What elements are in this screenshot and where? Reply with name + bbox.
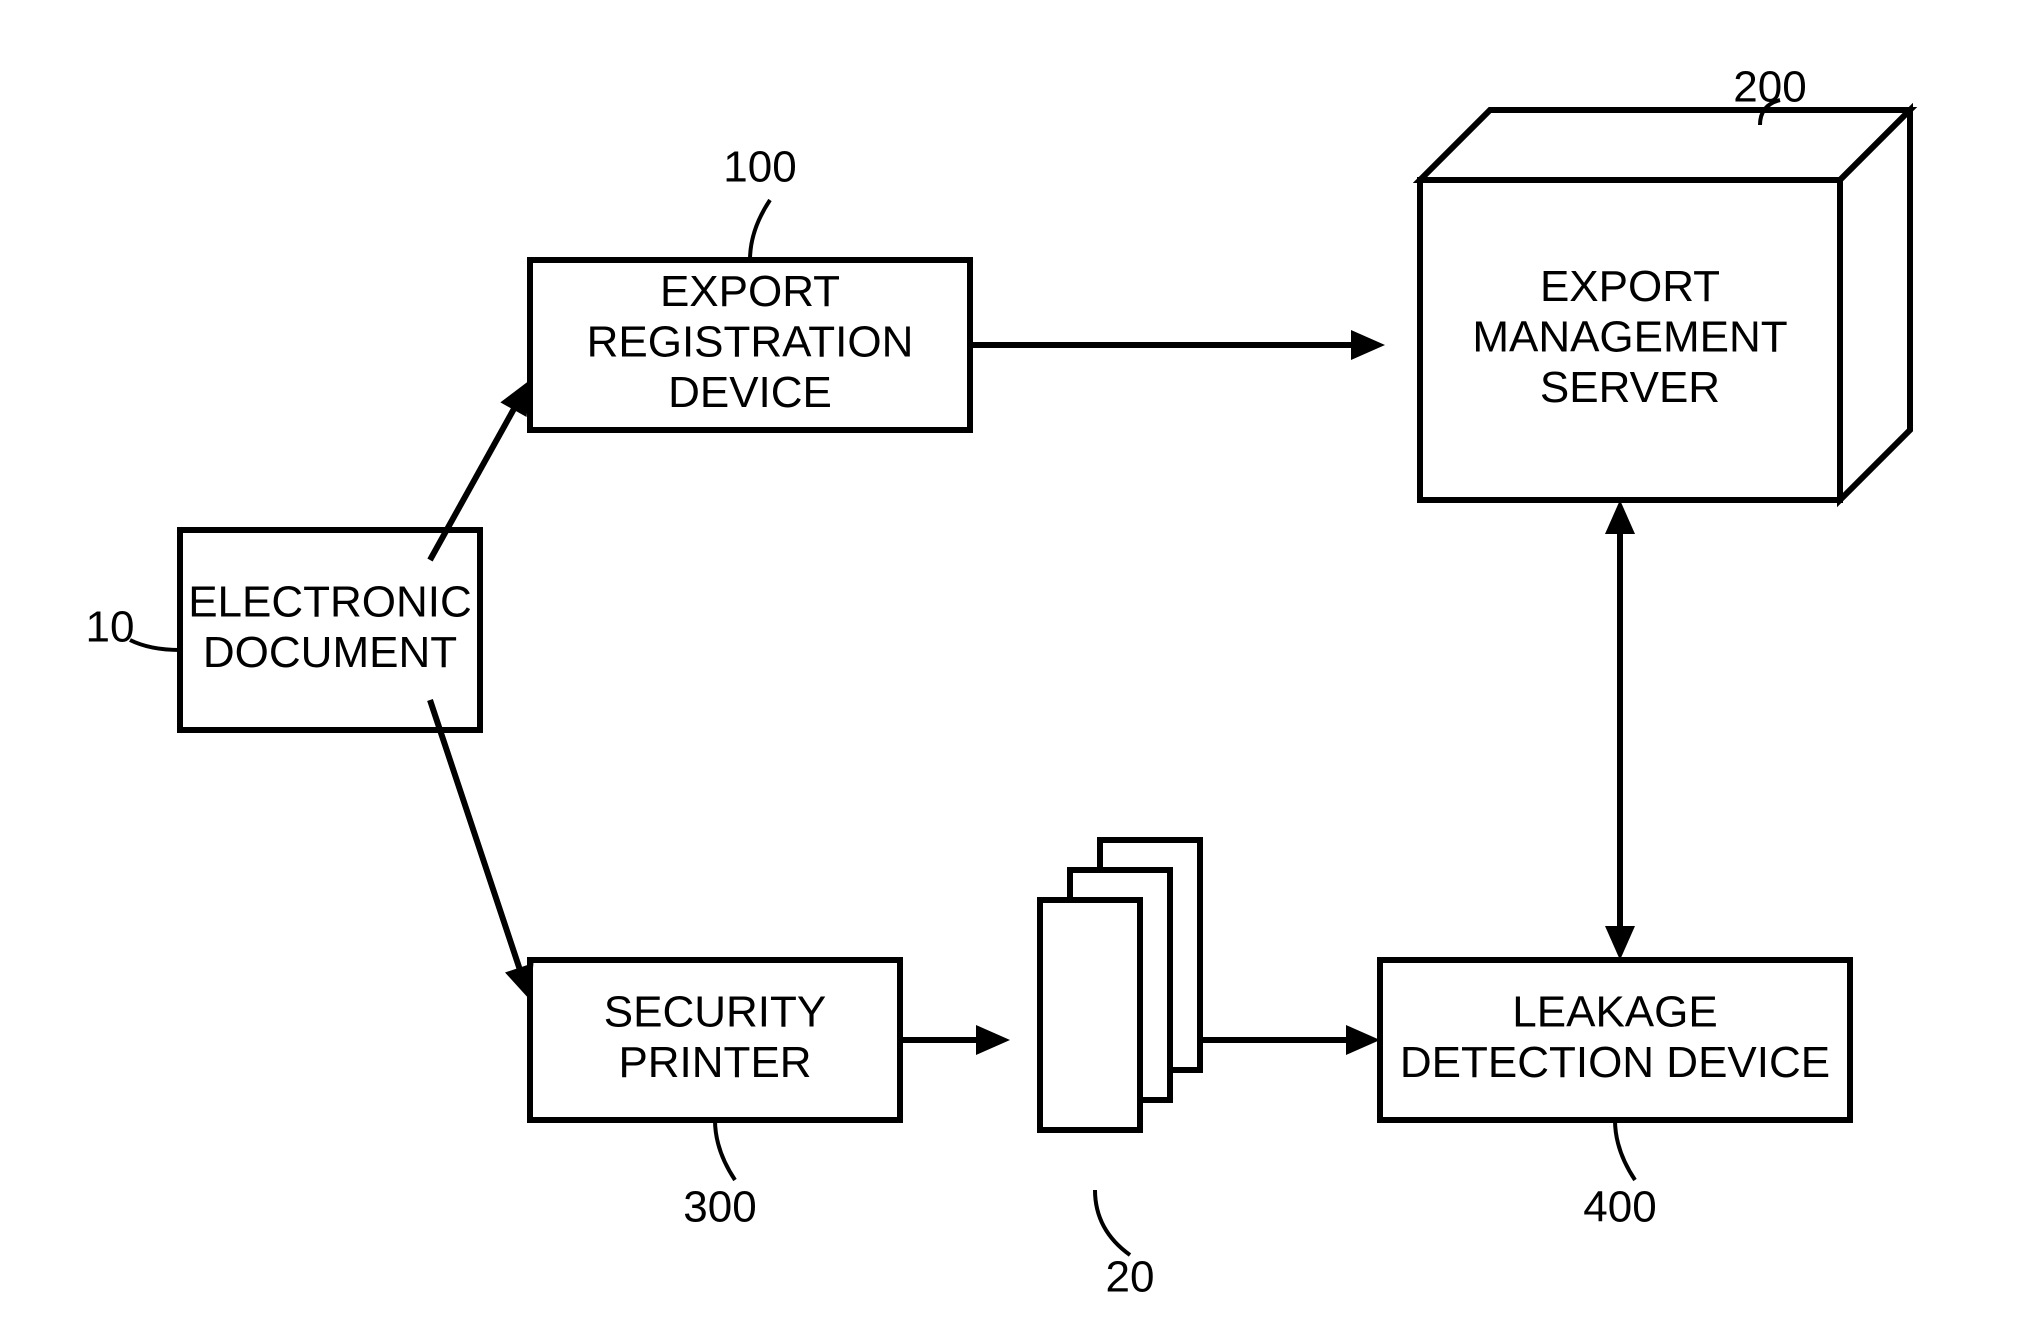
svg-text:200: 200 xyxy=(1733,63,1806,112)
svg-text:REGISTRATION: REGISTRATION xyxy=(587,318,914,367)
svg-text:EXPORT: EXPORT xyxy=(660,267,840,316)
svg-text:LEAKAGE: LEAKAGE xyxy=(1512,987,1717,1036)
svg-text:EXPORT: EXPORT xyxy=(1540,262,1720,311)
svg-text:300: 300 xyxy=(683,1183,756,1232)
svg-text:MANAGEMENT: MANAGEMENT xyxy=(1472,313,1787,362)
svg-text:PRINTER: PRINTER xyxy=(618,1038,811,1087)
svg-text:DEVICE: DEVICE xyxy=(668,368,832,417)
svg-text:10: 10 xyxy=(86,603,135,652)
svg-text:20: 20 xyxy=(1106,1253,1155,1302)
svg-text:400: 400 xyxy=(1583,1183,1656,1232)
svg-text:SECURITY: SECURITY xyxy=(604,987,826,1036)
svg-text:SERVER: SERVER xyxy=(1540,363,1720,412)
svg-text:100: 100 xyxy=(723,143,796,192)
svg-text:ELECTRONIC: ELECTRONIC xyxy=(188,577,472,626)
svg-text:DETECTION DEVICE: DETECTION DEVICE xyxy=(1400,1038,1830,1087)
svg-text:DOCUMENT: DOCUMENT xyxy=(203,628,457,677)
